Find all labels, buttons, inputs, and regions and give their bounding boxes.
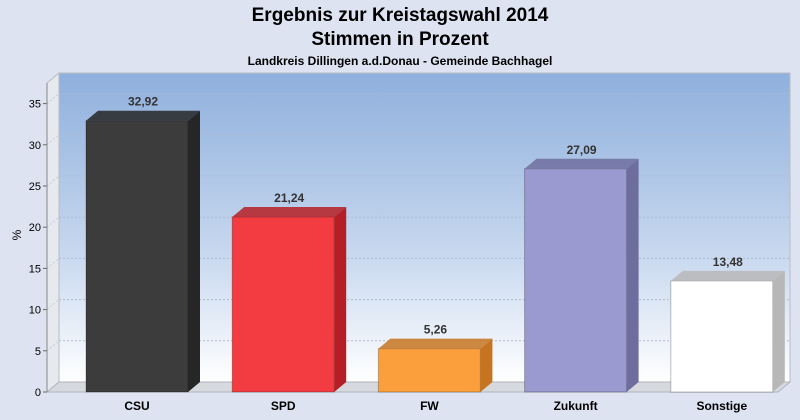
bar-top: [524, 158, 639, 169]
bar-side: [188, 110, 200, 392]
bar-front: [524, 168, 628, 393]
bar: [231, 206, 347, 393]
y-tick-label: 5: [35, 346, 41, 358]
bar: [524, 158, 639, 393]
x-tick-label: SPD: [271, 399, 296, 413]
x-tick-label: FW: [420, 399, 439, 413]
y-axis-label: %: [10, 229, 24, 240]
chart-caption: Landkreis Dillingen a.d.Donau - Gemeinde…: [247, 54, 553, 68]
chart-subtitle: Stimmen in Prozent: [311, 29, 489, 50]
grid-line: [46, 175, 60, 187]
bar-side: [334, 206, 347, 392]
bar-top: [670, 270, 785, 281]
bar-side: [480, 338, 493, 392]
y-tick-label: 35: [29, 99, 41, 111]
bar-front: [231, 216, 335, 393]
bar-top: [232, 206, 347, 217]
grid-line: [46, 258, 60, 269]
plot-left-wall: [46, 71, 60, 394]
y-tick-label: 10: [29, 305, 41, 317]
bar-front: [377, 348, 481, 393]
grid-line: [46, 134, 60, 146]
bar-top: [378, 338, 493, 349]
x-tick-label: CSU: [124, 399, 149, 413]
grid-line: [46, 216, 60, 228]
y-tick-label: 25: [29, 181, 41, 193]
y-tick-label: 20: [29, 222, 41, 234]
bar-front: [85, 120, 189, 393]
y-tick-label: 30: [29, 140, 41, 152]
bar-side: [626, 158, 639, 392]
bar-front: [670, 280, 774, 393]
x-tick-label: Zukunft: [554, 399, 598, 413]
data-label: 5,26: [424, 323, 448, 337]
bar-top: [86, 110, 200, 121]
y-tick-label: 15: [29, 263, 41, 275]
y-tick-label: 0: [35, 387, 41, 399]
bar: [377, 338, 493, 393]
data-label: 32,92: [128, 95, 158, 109]
x-tick-label: Sonstige: [696, 399, 747, 413]
bar: [85, 110, 200, 393]
bar-side: [772, 270, 785, 392]
grid-line: [46, 299, 60, 310]
chart-title: Ergebnis zur Kreistagswahl 2014: [251, 5, 549, 26]
grid-line: [46, 340, 60, 352]
data-label: 27,09: [567, 143, 597, 157]
data-label: 21,24: [274, 191, 304, 205]
bar: [670, 270, 785, 393]
grid-line: [46, 93, 60, 104]
data-label: 13,48: [713, 255, 743, 269]
